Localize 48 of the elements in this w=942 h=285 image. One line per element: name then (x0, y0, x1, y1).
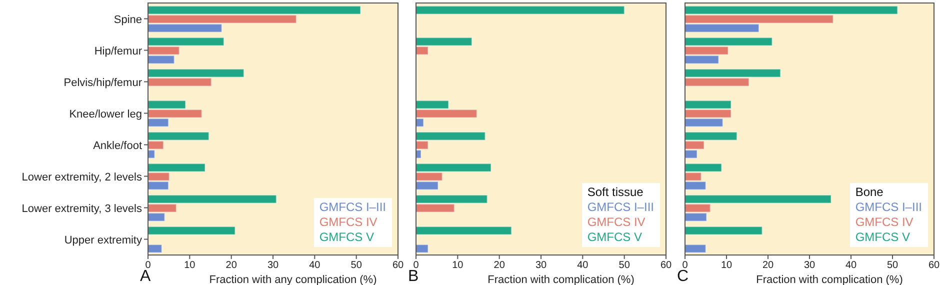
legend-title: Soft tissue (587, 185, 644, 200)
x-axis-title: Fraction with complication (%) (756, 274, 903, 285)
x-tick-label: 30 (267, 260, 279, 272)
x-tick-label: 50 (618, 260, 630, 272)
text: GMFCS I–III (319, 200, 386, 215)
x-tick-label: 60 (928, 260, 940, 272)
text: GMFCS I–III (587, 200, 654, 215)
y-tick-label: Pelvis/hip/femur (64, 76, 142, 89)
text: GMFCS IV (855, 215, 914, 230)
text: GMFCS V (587, 230, 643, 245)
bar (416, 244, 429, 254)
bar (148, 226, 236, 236)
bar (685, 244, 706, 254)
bar (416, 6, 625, 15)
text: GMFCS V (855, 230, 911, 245)
y-tick-label: Upper extremity (64, 234, 142, 246)
x-tick-label: 30 (804, 260, 816, 272)
x-tick-label: 20 (226, 260, 238, 272)
bar (148, 244, 162, 254)
x-tick-label: 20 (494, 260, 506, 272)
x-tick-label: 10 (184, 260, 196, 272)
x-tick-label: 50 (886, 260, 898, 272)
legend-title: Bone (855, 185, 884, 200)
y-tick-label: Hip/femur (94, 45, 142, 58)
y-tick-label: Ankle/foot (93, 140, 142, 152)
x-tick-label: 30 (535, 260, 547, 272)
text: GMFCS V (319, 230, 375, 245)
x-tick-label: 40 (845, 260, 857, 272)
y-tick-label: Lower extremity, 3 levels (22, 202, 142, 215)
x-tick-label: 20 (762, 260, 774, 272)
bar (416, 226, 512, 236)
x-tick-label: 40 (577, 260, 589, 272)
text: GMFCS IV (587, 215, 646, 230)
x-tick-label: 60 (392, 260, 404, 272)
x-axis-title: Fraction with any complication (%) (209, 274, 377, 285)
y-tick-label: Knee/lower leg (69, 108, 142, 120)
text: GMFCS IV (319, 215, 378, 230)
x-tick-label: 50 (350, 260, 362, 272)
text: C (677, 268, 689, 285)
y-tick-label: Spine (114, 14, 142, 26)
x-tick-label: 10 (720, 260, 732, 272)
x-axis-title: Fraction with complication (%) (488, 274, 634, 285)
bar (685, 226, 763, 236)
x-tick-label: 40 (309, 260, 321, 272)
x-tick-label: 60 (660, 260, 672, 272)
y-tick-label: Lower extremity, 2 levels (22, 171, 142, 184)
text: GMFCS I–III (855, 200, 922, 215)
x-tick-label: 10 (452, 260, 464, 272)
